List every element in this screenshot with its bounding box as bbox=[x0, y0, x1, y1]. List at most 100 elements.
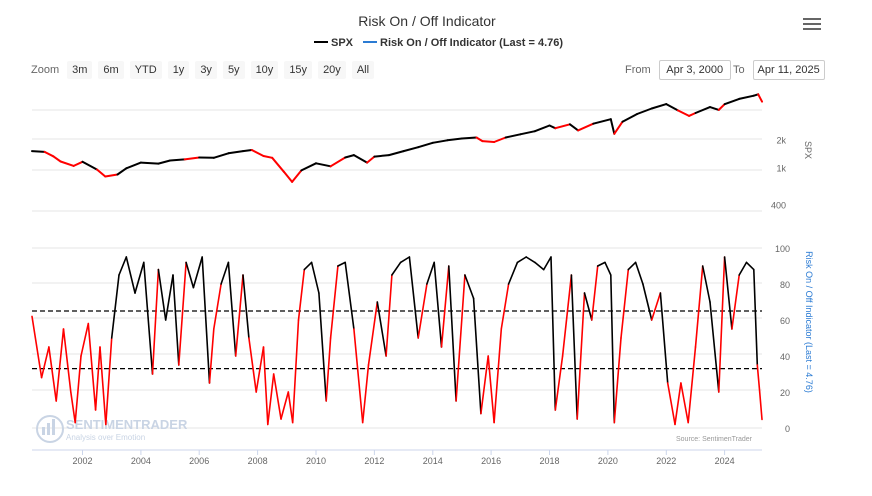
indicator-line-segment bbox=[74, 355, 82, 424]
spx-line-segment bbox=[125, 161, 142, 170]
spx-line-segment bbox=[519, 130, 536, 136]
spx-line-segment bbox=[504, 133, 522, 139]
indicator-line-segment bbox=[40, 346, 50, 379]
indicator-line-segment bbox=[480, 355, 490, 415]
legend-item-spx[interactable]: SPX bbox=[314, 37, 354, 49]
spx-line-segment bbox=[373, 154, 390, 158]
spx-line-segment bbox=[446, 137, 463, 142]
x-tick-label: 2004 bbox=[131, 456, 151, 466]
legend-label-indicator: Risk On / Off Indicator (Last = 4.76) bbox=[380, 37, 563, 49]
legend: SPX Risk On / Off Indicator (Last = 4.76… bbox=[314, 37, 563, 49]
indicator-line-segment bbox=[723, 256, 733, 330]
indicator-line-segment bbox=[701, 265, 711, 303]
spx-line-segment bbox=[568, 123, 580, 132]
indicator-line-segment bbox=[609, 274, 616, 424]
spx-line-segment bbox=[169, 158, 186, 162]
spx-line-segment bbox=[717, 103, 726, 111]
chart-title: Risk On / Off Indicator bbox=[358, 13, 496, 29]
spx-line-segment bbox=[676, 109, 690, 117]
indicator-line-segment bbox=[297, 268, 306, 321]
watermark-tagline: Analysis over Emotion bbox=[66, 433, 145, 442]
x-tick-label: 2016 bbox=[481, 456, 501, 466]
x-tick-label: 2008 bbox=[248, 456, 268, 466]
indicator-line-segment bbox=[680, 382, 690, 424]
indicator-line-segment bbox=[472, 297, 482, 415]
spx-line-segment bbox=[282, 170, 294, 183]
indicator-line-segment bbox=[110, 274, 120, 339]
spx-line-segment bbox=[402, 146, 420, 153]
indicator-line-segment bbox=[272, 373, 282, 420]
zoom-all-button[interactable]: All bbox=[351, 61, 375, 79]
indicator-line-segment bbox=[385, 274, 393, 357]
indicator-line-segment bbox=[213, 283, 222, 330]
x-tick-label: 2010 bbox=[306, 456, 326, 466]
indicator-line-segment bbox=[666, 382, 676, 426]
indicator-line-segment bbox=[201, 256, 211, 384]
indicator-panel: SENTIMENTRADER Analysis over Emotion 0 20… bbox=[31, 244, 814, 443]
indicator-y-tick-label: 100 bbox=[775, 244, 790, 254]
zoom-6m-button[interactable]: 6m bbox=[98, 61, 124, 79]
indicator-line-segment bbox=[417, 283, 428, 339]
spx-line-segment bbox=[592, 118, 612, 125]
zoom-10y-button[interactable]: 10y bbox=[250, 61, 279, 79]
indicator-line-segment bbox=[391, 261, 402, 276]
zoom-ytd-button[interactable]: YTD bbox=[129, 61, 162, 79]
zoom-3y-button[interactable]: 3y bbox=[195, 61, 217, 79]
indicator-line-segment bbox=[408, 256, 420, 339]
spx-line-segment bbox=[388, 150, 405, 157]
spx-line-segment bbox=[96, 168, 107, 178]
indicator-line-segment bbox=[542, 256, 552, 271]
indicator-line-segment bbox=[694, 265, 704, 348]
spx-line-segment bbox=[81, 160, 99, 171]
indicator-line-segment bbox=[31, 315, 43, 379]
spx-line-segment bbox=[72, 160, 84, 167]
spx-line-segment bbox=[344, 154, 355, 159]
spx-line-segment bbox=[59, 160, 75, 167]
indicator-line-segment bbox=[164, 274, 174, 321]
indicator-line-segment bbox=[627, 261, 637, 271]
from-date-input[interactable] bbox=[658, 60, 731, 80]
indicator-line-segment bbox=[367, 301, 379, 366]
spx-line-segment bbox=[460, 136, 478, 140]
spx-line-segment bbox=[613, 120, 624, 135]
spx-line-segment bbox=[250, 149, 265, 157]
indicator-line-segment bbox=[576, 292, 586, 420]
indicator-line-segment bbox=[731, 274, 741, 330]
indicator-line-segment bbox=[493, 328, 503, 424]
zoom-20y-button[interactable]: 20y bbox=[318, 61, 346, 79]
indicator-y-tick-label: 60 bbox=[780, 316, 790, 326]
zoom-15y-button[interactable]: 15y bbox=[284, 61, 313, 79]
zoom-5y-button[interactable]: 5y bbox=[222, 61, 245, 79]
watermark-logo: SENTIMENTRADER Analysis over Emotion bbox=[36, 415, 188, 443]
indicator-line-segment bbox=[604, 261, 612, 276]
indicator-line-segment bbox=[157, 268, 167, 321]
spx-line-segment bbox=[493, 136, 507, 143]
indicator-axis-title: Risk On / Off Indicator (Last = 4.76) bbox=[804, 251, 814, 393]
zoom-label: Zoom bbox=[31, 64, 60, 76]
indicator-line-segment bbox=[118, 256, 128, 276]
spx-line-segment bbox=[554, 123, 571, 130]
spx-line-segment bbox=[43, 150, 55, 158]
spx-line-segment bbox=[315, 162, 332, 168]
hamburger-menu-icon[interactable] bbox=[803, 18, 821, 32]
to-date-input[interactable] bbox=[752, 60, 825, 80]
indicator-line-segment bbox=[62, 328, 72, 393]
zoom-bar: Zoom 3m 6m YTD 1y 3y 5y 10y 15y 20y All bbox=[31, 61, 375, 79]
spx-line-segment bbox=[352, 154, 369, 164]
indicator-line-segment bbox=[745, 261, 755, 271]
indicator-line-segment bbox=[561, 274, 573, 357]
spx-line-segment bbox=[650, 103, 668, 110]
x-tick-label: 2006 bbox=[189, 456, 209, 466]
spx-line-segment bbox=[475, 136, 484, 143]
spx-line-segment bbox=[139, 161, 160, 165]
zoom-1y-button[interactable]: 1y bbox=[167, 61, 190, 79]
indicator-line-segment bbox=[464, 274, 475, 300]
indicator-line-segment bbox=[376, 301, 387, 357]
zoom-3m-button[interactable]: 3m bbox=[67, 61, 93, 79]
spx-line-segment bbox=[688, 112, 697, 117]
legend-item-indicator[interactable]: Risk On / Off Indicator (Last = 4.76) bbox=[363, 37, 563, 49]
indicator-line-segment bbox=[447, 265, 457, 402]
indicator-line-segment bbox=[70, 391, 76, 424]
indicator-line-segment bbox=[738, 261, 748, 276]
from-label: From bbox=[625, 64, 651, 76]
